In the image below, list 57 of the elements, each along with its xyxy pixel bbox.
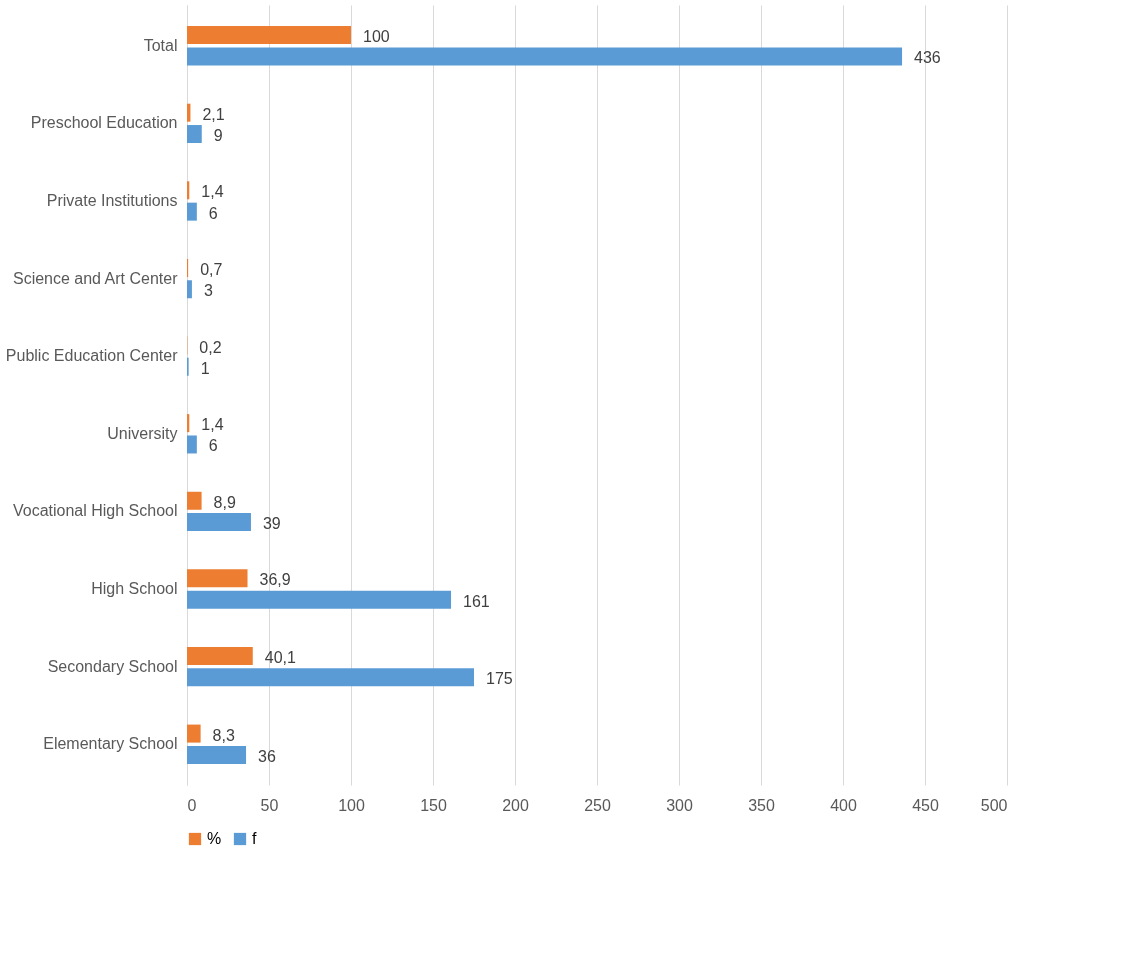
y-tick-label: University (107, 424, 178, 442)
bar (187, 646, 253, 665)
x-tick-label: 450 (912, 796, 939, 814)
y-tick-label: Science and Art Center (12, 269, 179, 287)
data-label: 1,4 (201, 416, 224, 434)
data-label: 3 (203, 282, 213, 300)
x-tick-label: 500 (980, 796, 1008, 814)
bar (187, 491, 202, 510)
y-tick-label: Private Institutions (46, 191, 178, 209)
data-label: 36,9 (259, 571, 291, 589)
x-tick-label: 300 (666, 796, 693, 814)
data-label: 0,7 (200, 260, 223, 278)
x-tick-label: 200 (502, 796, 529, 814)
bar (187, 202, 197, 221)
data-label: 6 (208, 437, 218, 455)
x-tick-label: 350 (748, 796, 775, 814)
data-label: 175 (486, 670, 513, 688)
x-tick-label: 50 (260, 796, 279, 814)
x-tick-label: 0 (187, 796, 197, 814)
data-label: 39 (262, 515, 281, 533)
x-tick-label: 100 (338, 796, 365, 814)
legend-label: f (252, 830, 257, 847)
bar (187, 569, 248, 588)
data-label: 100 (363, 28, 390, 46)
data-label: 436 (914, 49, 941, 67)
y-tick-label: Elementary School (43, 735, 178, 753)
data-label: 9 (213, 127, 223, 145)
bar (187, 47, 903, 66)
x-tick-label: 150 (420, 796, 447, 814)
bar (187, 745, 247, 764)
bar (187, 125, 202, 144)
y-tick-label: Preschool Education (30, 114, 178, 132)
y-tick-label: High School (91, 580, 178, 598)
data-label: 40,1 (264, 648, 297, 666)
bar (187, 668, 474, 687)
y-tick-label: Public Education Center (5, 347, 179, 365)
bar (187, 590, 452, 609)
y-tick-label: Secondary School (47, 657, 178, 675)
bar (187, 26, 351, 45)
data-label: 36 (258, 747, 276, 765)
bar (187, 513, 251, 532)
data-label: 8,9 (213, 493, 236, 511)
y-tick-label: Total (143, 36, 178, 54)
bar (187, 435, 197, 454)
y-tick-label: Vocational High School (12, 502, 178, 520)
x-tick-label: 250 (584, 796, 611, 814)
x-tick-label: 400 (830, 796, 857, 814)
data-label: 8,3 (212, 726, 235, 744)
data-label: 161 (463, 592, 490, 610)
bar (187, 724, 201, 743)
bar (187, 280, 192, 299)
data-label: 1 (200, 359, 210, 377)
data-label: 0,2 (199, 338, 222, 356)
data-label: 2,1 (202, 105, 225, 123)
legend-label: % (207, 830, 222, 847)
data-label: 6 (208, 204, 218, 222)
data-label: 1,4 (201, 183, 224, 201)
